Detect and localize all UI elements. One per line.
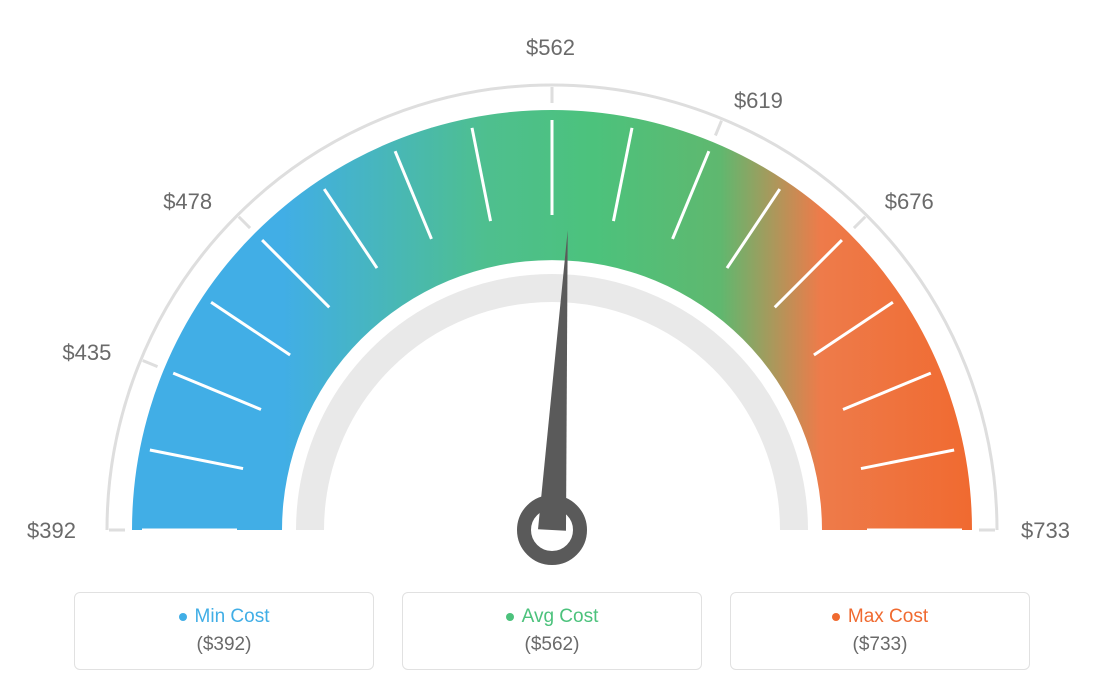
gauge-svg	[52, 30, 1052, 570]
legend-row: Min Cost ($392) Avg Cost ($562) Max Cost…	[0, 592, 1104, 670]
gauge-tick-label: $478	[163, 189, 212, 215]
dot-icon	[832, 613, 840, 621]
legend-max-value: ($733)	[853, 634, 908, 656]
legend-min-value: ($392)	[197, 634, 252, 656]
legend-avg-label: Avg Cost	[522, 606, 599, 628]
legend-card-avg: Avg Cost ($562)	[402, 592, 702, 670]
gauge-tick-label: $562	[526, 35, 575, 61]
legend-min-label: Min Cost	[195, 606, 270, 628]
gauge-tick-label: $676	[885, 189, 934, 215]
legend-avg-value: ($562)	[525, 634, 580, 656]
gauge-tick-label: $392	[27, 518, 76, 544]
legend-min-label-row: Min Cost	[179, 606, 270, 628]
gauge-tick-label: $733	[1021, 518, 1070, 544]
legend-avg-label-row: Avg Cost	[506, 606, 599, 628]
legend-card-min: Min Cost ($392)	[74, 592, 374, 670]
gauge-chart: $392 $435 $478 $562 $619 $676 $733	[0, 0, 1104, 570]
legend-max-label: Max Cost	[848, 606, 928, 628]
gauge-tick-label: $619	[734, 88, 783, 114]
legend-card-max: Max Cost ($733)	[730, 592, 1030, 670]
dot-icon	[506, 613, 514, 621]
legend-max-label-row: Max Cost	[832, 606, 928, 628]
gauge-tick-label: $435	[62, 340, 111, 366]
dot-icon	[179, 613, 187, 621]
